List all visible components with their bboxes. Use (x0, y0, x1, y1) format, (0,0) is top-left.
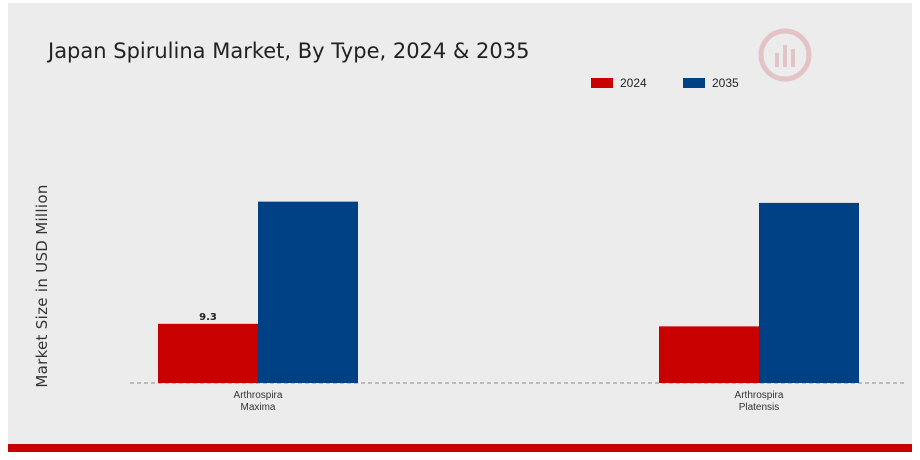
y-axis-label: Market Size in USD Million (33, 184, 51, 387)
chart-panel: Japan Spirulina Market, By Type, 2024 & … (8, 3, 912, 444)
bar-arthrospira-platensis-2024 (659, 326, 759, 383)
legend: 2024 2035 (591, 76, 739, 90)
legend-swatch-2035 (683, 78, 705, 88)
data-label-arthrospira-maxima-2024: 9.3 (199, 312, 217, 323)
logo-icon (758, 28, 812, 82)
legend-label-2024: 2024 (620, 76, 647, 90)
bottom-accent-bar (8, 444, 912, 452)
bars-group: 9.3 (158, 201, 859, 383)
x-tick-label-arthrospira-platensis-line1: Arthrospira (735, 390, 784, 401)
x-tick-label-arthrospira-platensis-line2: Platensis (739, 402, 780, 413)
legend-swatch-2024 (591, 78, 613, 88)
bar-arthrospira-maxima-2024 (158, 323, 258, 383)
chart-title: Japan Spirulina Market, By Type, 2024 & … (46, 39, 529, 63)
chart-canvas: Japan Spirulina Market, By Type, 2024 & … (33, 28, 904, 413)
x-tick-label-arthrospira-maxima-line2: Maxima (240, 402, 275, 413)
bar-arthrospira-platensis-2035 (759, 202, 859, 383)
legend-label-2035: 2035 (712, 76, 739, 90)
bar-arthrospira-maxima-2035 (258, 201, 358, 383)
x-tick-label-arthrospira-maxima-line1: Arthrospira (234, 390, 283, 401)
